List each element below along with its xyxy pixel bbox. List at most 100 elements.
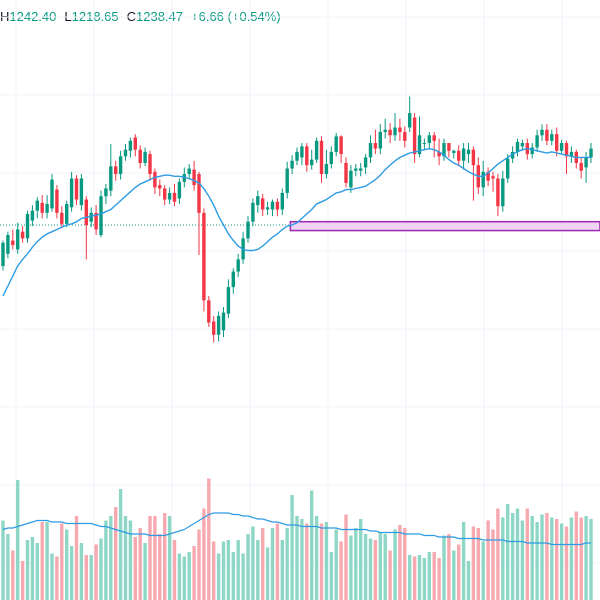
candle-body — [447, 143, 451, 151]
volume-bar — [138, 528, 142, 600]
candle — [403, 126, 407, 148]
candle-body — [584, 157, 588, 168]
volume-bar — [334, 529, 338, 600]
candle-body — [530, 147, 534, 155]
candle-body — [412, 117, 417, 155]
volume-bar — [530, 516, 534, 600]
candle-body — [60, 212, 64, 224]
volume-bar — [109, 516, 113, 600]
volume-bar — [16, 480, 20, 600]
volume-bar — [187, 552, 191, 600]
candle — [589, 143, 593, 163]
candle — [104, 184, 108, 204]
volume-bar — [535, 522, 539, 600]
volume-bar — [40, 522, 44, 600]
candle — [114, 160, 118, 181]
volume-bar — [133, 537, 137, 600]
candle-body — [1, 242, 5, 267]
candle — [280, 188, 284, 216]
volume-bar — [69, 546, 74, 600]
candle-body — [285, 168, 289, 193]
candle — [427, 131, 431, 150]
candle — [579, 157, 583, 179]
volume-bar — [148, 516, 152, 600]
volume-bar — [329, 552, 333, 600]
volume-bar — [177, 553, 182, 600]
candle — [378, 124, 382, 155]
candle-body — [437, 151, 441, 157]
candle — [496, 174, 500, 217]
candle — [246, 216, 250, 243]
candle-body — [427, 135, 431, 144]
candle-body — [363, 157, 368, 168]
volume-bar — [354, 528, 358, 600]
candle-body — [197, 174, 201, 213]
candle — [398, 118, 402, 141]
volume-bar — [540, 514, 544, 600]
candle — [564, 140, 569, 175]
candle — [251, 198, 255, 227]
moving-average-layer — [2, 147, 591, 297]
candle — [261, 194, 265, 217]
moving-average-line — [2, 147, 591, 297]
candle — [422, 138, 427, 150]
volume-bar — [305, 523, 309, 600]
candle — [143, 147, 147, 167]
volume-bar — [11, 550, 15, 600]
candle — [515, 138, 520, 157]
candle — [236, 253, 240, 278]
volume-bar — [270, 528, 275, 600]
candle — [197, 171, 201, 255]
candle-body — [564, 143, 569, 157]
volume-bar — [251, 526, 255, 600]
volume-bar — [153, 516, 157, 600]
candle — [148, 150, 152, 181]
candle — [40, 195, 44, 219]
candle-body — [221, 312, 226, 331]
candle-body — [442, 143, 446, 157]
volume-bar — [226, 540, 231, 600]
candle — [300, 143, 304, 166]
candle-body — [339, 136, 343, 155]
candle-body — [334, 136, 338, 152]
volume-bar — [1, 520, 5, 600]
candle-body — [569, 151, 574, 157]
volume-bar — [550, 517, 554, 600]
candle — [202, 208, 206, 312]
candle — [559, 139, 564, 155]
candle — [256, 190, 260, 213]
candle — [94, 205, 98, 235]
volume-bar — [437, 558, 441, 600]
volume-bar — [212, 541, 216, 600]
candle-body — [329, 151, 333, 165]
volume-bar — [65, 529, 69, 600]
candle — [265, 201, 270, 216]
candle-body — [163, 188, 167, 200]
volume-bar — [20, 561, 25, 600]
candle-body — [20, 231, 25, 239]
volume-bar — [285, 528, 289, 600]
candle-body — [432, 135, 436, 141]
candle — [363, 154, 368, 175]
candle — [520, 139, 525, 151]
candle-body — [212, 321, 216, 335]
candle-body — [540, 129, 544, 136]
candle-body — [383, 129, 387, 132]
candle — [89, 207, 93, 228]
candle — [118, 150, 123, 180]
candle — [270, 199, 275, 217]
candle-body — [246, 221, 250, 239]
candle — [192, 160, 196, 191]
candle-body — [491, 176, 495, 179]
candle-body — [515, 141, 520, 152]
candle-body — [65, 203, 69, 224]
candle — [501, 170, 505, 212]
candle — [25, 210, 30, 243]
candle — [491, 171, 495, 192]
candle — [212, 315, 216, 343]
candle — [231, 268, 235, 294]
candle — [344, 157, 348, 188]
candle — [373, 129, 378, 155]
candle — [45, 195, 49, 219]
